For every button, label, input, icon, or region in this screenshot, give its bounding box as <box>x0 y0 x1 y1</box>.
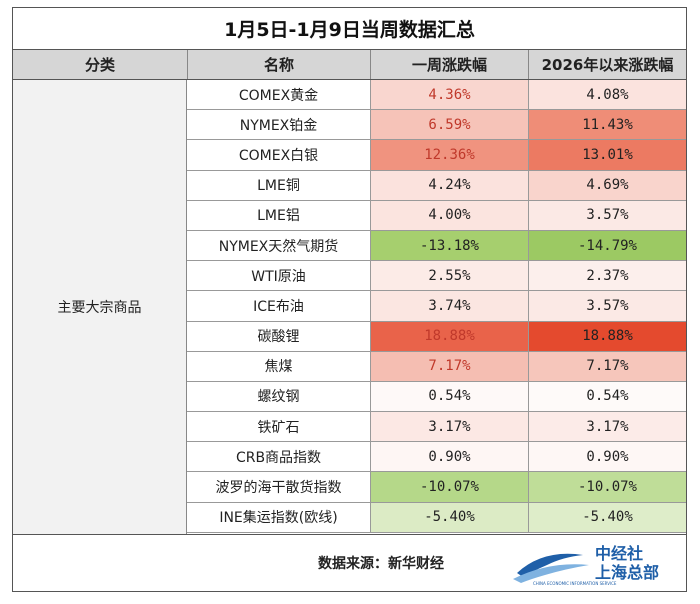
table-row: INE集运指数(欧线) -5.40% -5.40% <box>187 502 686 533</box>
commodity-name: LME铝 <box>187 200 370 231</box>
week-change-value: 7.17% <box>370 351 528 382</box>
week-change-value: -5.40% <box>370 502 528 533</box>
week-change-value: 3.74% <box>370 291 528 322</box>
header-category: 分类 <box>84 56 115 74</box>
ytd-change-value: 3.57% <box>528 291 686 322</box>
data-source: 数据来源：新华财经 <box>318 556 444 572</box>
commodity-name: 碳酸锂 <box>187 321 370 352</box>
table-row: 螺纹钢 0.54% 0.54% <box>187 381 686 413</box>
ytd-change-value: 2.37% <box>528 261 686 292</box>
logo-text: 中经社 上海总部 <box>595 544 659 582</box>
commodity-name: NYMEX铂金 <box>187 110 370 141</box>
commodity-name: 波罗的海干散货指数 <box>187 472 370 503</box>
table-row: NYMEX天然气期货 -13.18% -14.79% <box>187 230 686 262</box>
commodity-name: INE集运指数(欧线) <box>187 502 370 533</box>
commodity-name: 焦煤 <box>187 351 370 382</box>
week-change-value: 0.54% <box>370 381 528 413</box>
week-change-value: 4.36% <box>370 80 528 111</box>
table-header: 分类 名称 一周涨跌幅 2026年以来涨跌幅 <box>13 50 686 80</box>
ytd-change-value: 7.17% <box>528 351 686 382</box>
ytd-change-value: 0.90% <box>528 442 686 473</box>
ytd-change-value: -5.40% <box>528 502 686 533</box>
ytd-change-value: 18.88% <box>528 321 686 352</box>
table-body: COMEX黄金 4.36% 4.08% NYMEX铂金 6.59% 11.43% COMEX… <box>187 80 686 533</box>
commodity-name: COMEX白银 <box>187 140 370 171</box>
logo-line2: 上海总部 <box>595 563 660 582</box>
commodity-name: 铁矿石 <box>187 412 370 443</box>
table-row: LME铝 4.00% 3.57% <box>187 200 686 231</box>
commodity-name: COMEX黄金 <box>187 80 370 111</box>
table-row: 焦煤 7.17% 7.17% <box>187 351 686 382</box>
week-change-value: -10.07% <box>370 472 528 503</box>
ytd-change-value: -10.07% <box>528 472 686 503</box>
logo-line1: 中经社 <box>595 544 644 563</box>
table-row: WTI原油 2.55% 2.37% <box>187 261 686 292</box>
week-change-value: 4.24% <box>370 170 528 201</box>
ytd-change-value: 4.08% <box>528 80 686 111</box>
footer: 数据来源：新华财经 CHINA ECONOMIC INFORMATION SER… <box>13 534 686 591</box>
week-change-value: 2.55% <box>370 261 528 292</box>
week-change-value: 3.17% <box>370 412 528 443</box>
ytd-change-value: 3.17% <box>528 412 686 443</box>
table-row: COMEX黄金 4.36% 4.08% <box>187 80 686 111</box>
data-table-card: 1月5日-1月9日当周数据汇总 分类 名称 一周涨跌幅 2026年以来涨跌幅 主… <box>12 7 687 592</box>
ytd-change-value: 11.43% <box>528 110 686 141</box>
week-change-value: -13.18% <box>370 230 528 262</box>
ytd-change-value: -14.79% <box>528 230 686 262</box>
week-change-value: 4.00% <box>370 200 528 231</box>
week-change-value: 0.90% <box>370 442 528 473</box>
header-ytd-change: 2026年以来涨跌幅 <box>528 50 686 79</box>
cei-logo-icon: CHINA ECONOMIC INFORMATION SERVICE <box>513 553 617 586</box>
commodity-name: NYMEX天然气期货 <box>187 230 370 262</box>
ytd-change-value: 4.69% <box>528 170 686 201</box>
table-row: COMEX白银 12.36% 13.01% <box>187 140 686 171</box>
week-change-value: 12.36% <box>370 140 528 171</box>
ytd-change-value: 13.01% <box>528 140 686 171</box>
week-change-value: 18.88% <box>370 321 528 352</box>
header-name: 名称 <box>187 50 370 79</box>
ytd-change-value: 0.54% <box>528 381 686 413</box>
commodity-name: ICE布油 <box>187 291 370 322</box>
table-row: ICE布油 3.74% 3.57% <box>187 291 686 322</box>
table-row: CRB商品指数 0.90% 0.90% <box>187 442 686 473</box>
table-row: NYMEX铂金 6.59% 11.43% <box>187 110 686 141</box>
table-row: LME铜 4.24% 4.69% <box>187 170 686 201</box>
ytd-change-value: 3.57% <box>528 200 686 231</box>
table-row: 波罗的海干散货指数 -10.07% -10.07% <box>187 472 686 503</box>
table-title: 1月5日-1月9日当周数据汇总 <box>13 8 686 50</box>
header-week-change: 一周涨跌幅 <box>370 50 528 79</box>
logo-small-text: CHINA ECONOMIC INFORMATION SERVICE <box>533 581 617 586</box>
table-row: 铁矿石 3.17% 3.17% <box>187 412 686 443</box>
table-row: 碳酸锂 18.88% 18.88% <box>187 321 686 352</box>
commodity-name: 螺纹钢 <box>187 381 370 413</box>
commodity-name: LME铜 <box>187 170 370 201</box>
week-change-value: 6.59% <box>370 110 528 141</box>
commodity-name: CRB商品指数 <box>187 442 370 473</box>
category-cell: 主要大宗商品 <box>13 80 187 534</box>
commodity-name: WTI原油 <box>187 261 370 292</box>
